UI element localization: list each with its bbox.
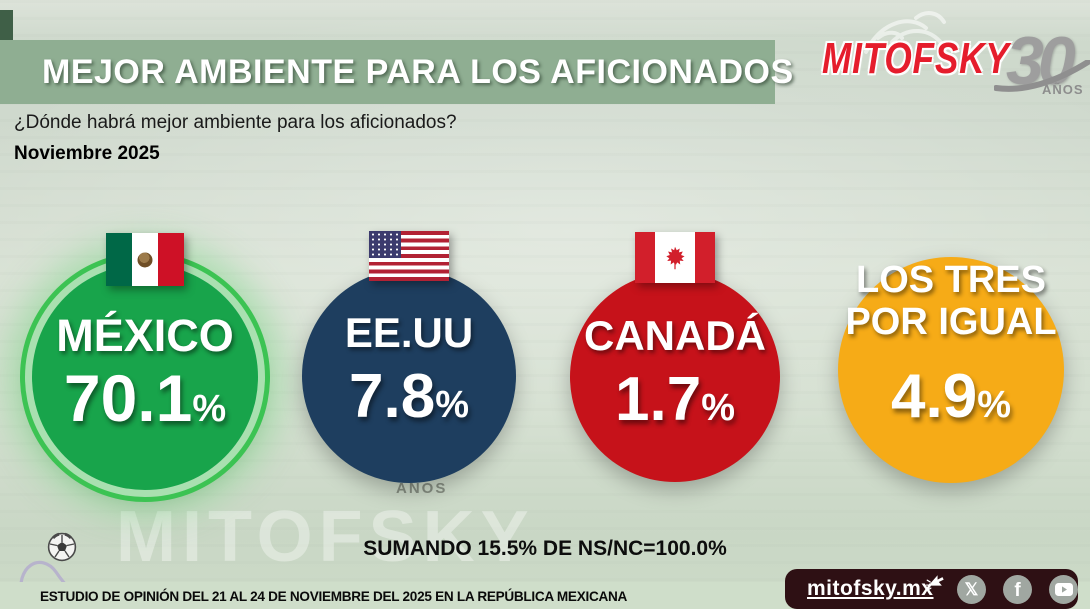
usa-flag-icon (369, 231, 449, 281)
x-twitter-icon[interactable]: 𝕏 (957, 574, 986, 604)
value-unit: % (977, 384, 1011, 426)
page-title: MEJOR AMBIENTE PARA LOS AFICIONADOS (42, 53, 794, 91)
eeuu-circle (302, 269, 516, 483)
option-label: MÉXICO (56, 310, 234, 361)
survey-date: Noviembre 2025 (14, 143, 160, 164)
canada-circle (570, 272, 780, 482)
survey-question: ¿Dónde habrá mejor ambiente para los afi… (14, 112, 457, 133)
mexico-circle (32, 264, 258, 490)
maple-leaf-icon (666, 246, 685, 269)
value-unit: % (435, 384, 469, 426)
option-mexico: MÉXICO 70.1% (32, 233, 258, 490)
brand-wordmark: MITOFSKY (822, 34, 1010, 83)
anniversary-label: AÑOS (1042, 82, 1084, 97)
swoosh-icon (994, 60, 1090, 92)
option-label: EE.UU (344, 309, 474, 356)
rooster-sketch-icon (864, 11, 946, 54)
social-icons: 𝕏 f (957, 574, 1078, 604)
value-unit: % (192, 388, 227, 430)
option-value: 1.7% (615, 364, 735, 435)
option-eeuu: EE.UU 7.8% (302, 231, 516, 483)
mexico-flag-emblem (137, 252, 153, 267)
canada-flag-icon (635, 232, 715, 283)
mexico-flag-icon (106, 233, 184, 286)
website-bar: mitofsky.mx 𝕏 f (785, 569, 1078, 609)
header-band: MEJOR AMBIENTE PARA LOS AFICIONADOS (0, 40, 794, 104)
value-number: 1.7 (615, 365, 702, 434)
option-label-line1: LOS TRES (855, 259, 1047, 301)
facebook-icon[interactable]: f (1003, 574, 1032, 604)
usa-flag-canton (369, 231, 401, 258)
option-label: CANADÁ (584, 312, 766, 359)
mitofsky-logo: MITOFSKY 30 AÑOS (810, 0, 1090, 120)
soccer-ball-icon (47, 532, 77, 562)
option-los-tres-por-igual: LOS TRES POR IGUAL 4.9% (838, 257, 1064, 483)
option-value: 7.8% (349, 361, 469, 432)
youtube-icon[interactable] (1049, 574, 1078, 604)
ns-nc-note: SUMANDO 15.5% DE NS/NC=100.0% (363, 537, 727, 560)
value-number: 4.9 (891, 362, 978, 431)
option-label-line2: POR IGUAL (845, 301, 1057, 343)
value-number: 70.1 (63, 361, 193, 435)
option-value: 70.1% (64, 360, 226, 436)
value-unit: % (701, 387, 735, 429)
option-value: 4.9% (891, 361, 1011, 432)
value-number: 7.8 (349, 362, 436, 431)
option-canada: CANADÁ 1.7% (570, 232, 780, 482)
los-tres-circle (838, 257, 1064, 483)
website-link[interactable]: mitofsky.mx (807, 577, 934, 600)
youtube-play-glyph (1054, 582, 1073, 596)
click-cursor-icon (925, 575, 944, 591)
study-description: ESTUDIO DE OPINIÓN DEL 21 AL 24 DE NOVIE… (40, 588, 628, 604)
